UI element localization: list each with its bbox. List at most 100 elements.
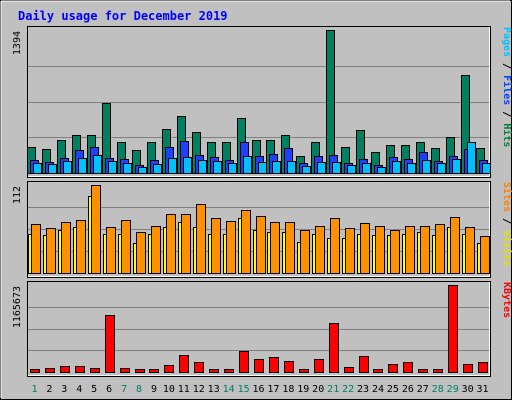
day-label: 29 bbox=[447, 384, 459, 395]
legend-entry-0: Pages bbox=[501, 27, 512, 57]
day-label: 28 bbox=[432, 384, 444, 395]
bar-sites-day-18 bbox=[285, 222, 295, 274]
bar-pages-day-8 bbox=[138, 167, 147, 174]
bar-kbytes-day-6 bbox=[105, 315, 115, 373]
day-label: 10 bbox=[163, 384, 175, 395]
bar-sites-day-1 bbox=[31, 224, 41, 274]
bar-sites-day-22 bbox=[345, 228, 355, 274]
bar-kbytes-day-14 bbox=[224, 369, 234, 373]
day-label: 24 bbox=[372, 384, 384, 395]
bar-hits-day-21 bbox=[326, 30, 335, 174]
day-label: 26 bbox=[402, 384, 414, 395]
bar-sites-day-9 bbox=[151, 226, 161, 274]
bar-pages-day-10 bbox=[168, 158, 177, 174]
bar-pages-day-5 bbox=[93, 155, 102, 174]
bar-pages-day-12 bbox=[198, 160, 207, 174]
bar-sites-day-11 bbox=[181, 214, 191, 274]
bar-pages-day-29 bbox=[452, 159, 461, 174]
bar-sites-day-21 bbox=[330, 218, 340, 274]
bar-sites-day-24 bbox=[375, 226, 385, 274]
panels-group: 1394 Pages / Files / Hits 112 Sites / Visit… bbox=[12, 26, 512, 377]
bar-kbytes-day-9 bbox=[149, 369, 159, 373]
day-label: 23 bbox=[357, 384, 369, 395]
panel-kbytes: 1165673 KBytes bbox=[12, 281, 512, 377]
bar-kbytes-day-28 bbox=[433, 369, 443, 373]
bar-sites-day-6 bbox=[106, 227, 116, 274]
bar-pages-day-14 bbox=[228, 163, 237, 174]
legend-entry-2: Visits bbox=[501, 230, 512, 266]
bar-kbytes-day-26 bbox=[403, 362, 413, 373]
day-label: 8 bbox=[136, 384, 142, 395]
bar-pages-day-19 bbox=[302, 166, 311, 174]
bar-pages-day-22 bbox=[347, 165, 356, 174]
bar-pages-day-24 bbox=[377, 167, 386, 174]
bar-kbytes-day-7 bbox=[120, 368, 130, 373]
bar-sites-day-10 bbox=[166, 214, 176, 274]
bar-sites-day-19 bbox=[300, 230, 310, 274]
day-label: 16 bbox=[252, 384, 264, 395]
bar-kbytes-day-21 bbox=[329, 323, 339, 373]
day-label: 14 bbox=[223, 384, 235, 395]
bar-kbytes-day-25 bbox=[388, 364, 398, 373]
bar-sites-day-4 bbox=[76, 220, 86, 274]
bar-sites-day-13 bbox=[211, 218, 221, 274]
day-label: 1 bbox=[31, 384, 37, 395]
day-label: 21 bbox=[327, 384, 339, 395]
day-label: 15 bbox=[238, 384, 250, 395]
bar-kbytes-day-16 bbox=[254, 359, 264, 373]
bar-sites-day-7 bbox=[121, 220, 131, 274]
bar-sites-day-5 bbox=[91, 185, 101, 274]
bar-kbytes-day-3 bbox=[60, 366, 70, 373]
day-label: 5 bbox=[91, 384, 97, 395]
day-label: 9 bbox=[151, 384, 157, 395]
day-label: 12 bbox=[193, 384, 205, 395]
day-labels-group: 1 2 3 4 5 6 7 8 9 10 11 12 13 14 15 16 17 18 19 20 21 22 23 24 2… bbox=[31, 384, 488, 395]
bar-kbytes-day-1 bbox=[30, 369, 40, 373]
bar-kbytes-day-23 bbox=[359, 356, 369, 373]
panel-hits-files-pages: 1394 Pages / Files / Hits bbox=[12, 26, 512, 178]
bar-sites-day-31 bbox=[480, 236, 490, 274]
bar-sites-day-23 bbox=[360, 223, 370, 274]
legend-entry-2: Files bbox=[501, 75, 512, 105]
bar-kbytes-day-10 bbox=[164, 365, 174, 373]
bar-sites-day-27 bbox=[420, 226, 430, 274]
bar-pages-day-11 bbox=[183, 157, 192, 174]
bar-kbytes-day-22 bbox=[344, 367, 354, 373]
legend: Pages / Files / Hits bbox=[501, 27, 512, 147]
bar-kbytes-day-17 bbox=[269, 357, 279, 373]
legend-entry-1: / bbox=[501, 57, 512, 75]
bar-sites-day-17 bbox=[270, 222, 280, 274]
bar-sites-day-15 bbox=[241, 210, 251, 274]
bar-pages-day-21 bbox=[332, 162, 341, 174]
bar-kbytes-day-2 bbox=[45, 368, 55, 373]
chart-title: Daily usage for December 2019 bbox=[18, 9, 228, 23]
bar-kbytes-day-18 bbox=[284, 361, 294, 373]
bar-pages-day-26 bbox=[407, 163, 416, 174]
bar-sites-day-8 bbox=[136, 232, 146, 274]
bar-kbytes-day-4 bbox=[75, 366, 85, 373]
day-label: 3 bbox=[61, 384, 67, 395]
bar-kbytes-day-19 bbox=[299, 369, 309, 373]
bar-pages-day-6 bbox=[108, 161, 117, 174]
bar-kbytes-day-11 bbox=[179, 355, 189, 373]
bar-kbytes-day-8 bbox=[135, 369, 145, 373]
day-label: 4 bbox=[76, 384, 82, 395]
day-label: 6 bbox=[106, 384, 112, 395]
bar-kbytes-day-30 bbox=[463, 364, 473, 373]
bar-kbytes-day-15 bbox=[239, 351, 249, 373]
legend: KBytes bbox=[501, 282, 512, 318]
legend-entry-1: / bbox=[501, 212, 512, 230]
bar-pages-day-30 bbox=[467, 142, 476, 174]
bar-sites-day-28 bbox=[435, 224, 445, 274]
bar-pages-day-28 bbox=[437, 163, 446, 174]
bar-pages-day-18 bbox=[287, 161, 296, 174]
bar-pages-day-13 bbox=[213, 161, 222, 174]
bar-sites-day-26 bbox=[405, 226, 415, 274]
legend-entry-0: KBytes bbox=[501, 282, 512, 318]
y-axis-max-label: 1394 bbox=[12, 31, 23, 55]
day-label: 30 bbox=[462, 384, 474, 395]
bar-sites-day-20 bbox=[315, 226, 325, 274]
bar-sites-day-2 bbox=[46, 228, 56, 274]
bar-sites-day-12 bbox=[196, 204, 206, 274]
day-label: 17 bbox=[267, 384, 279, 395]
